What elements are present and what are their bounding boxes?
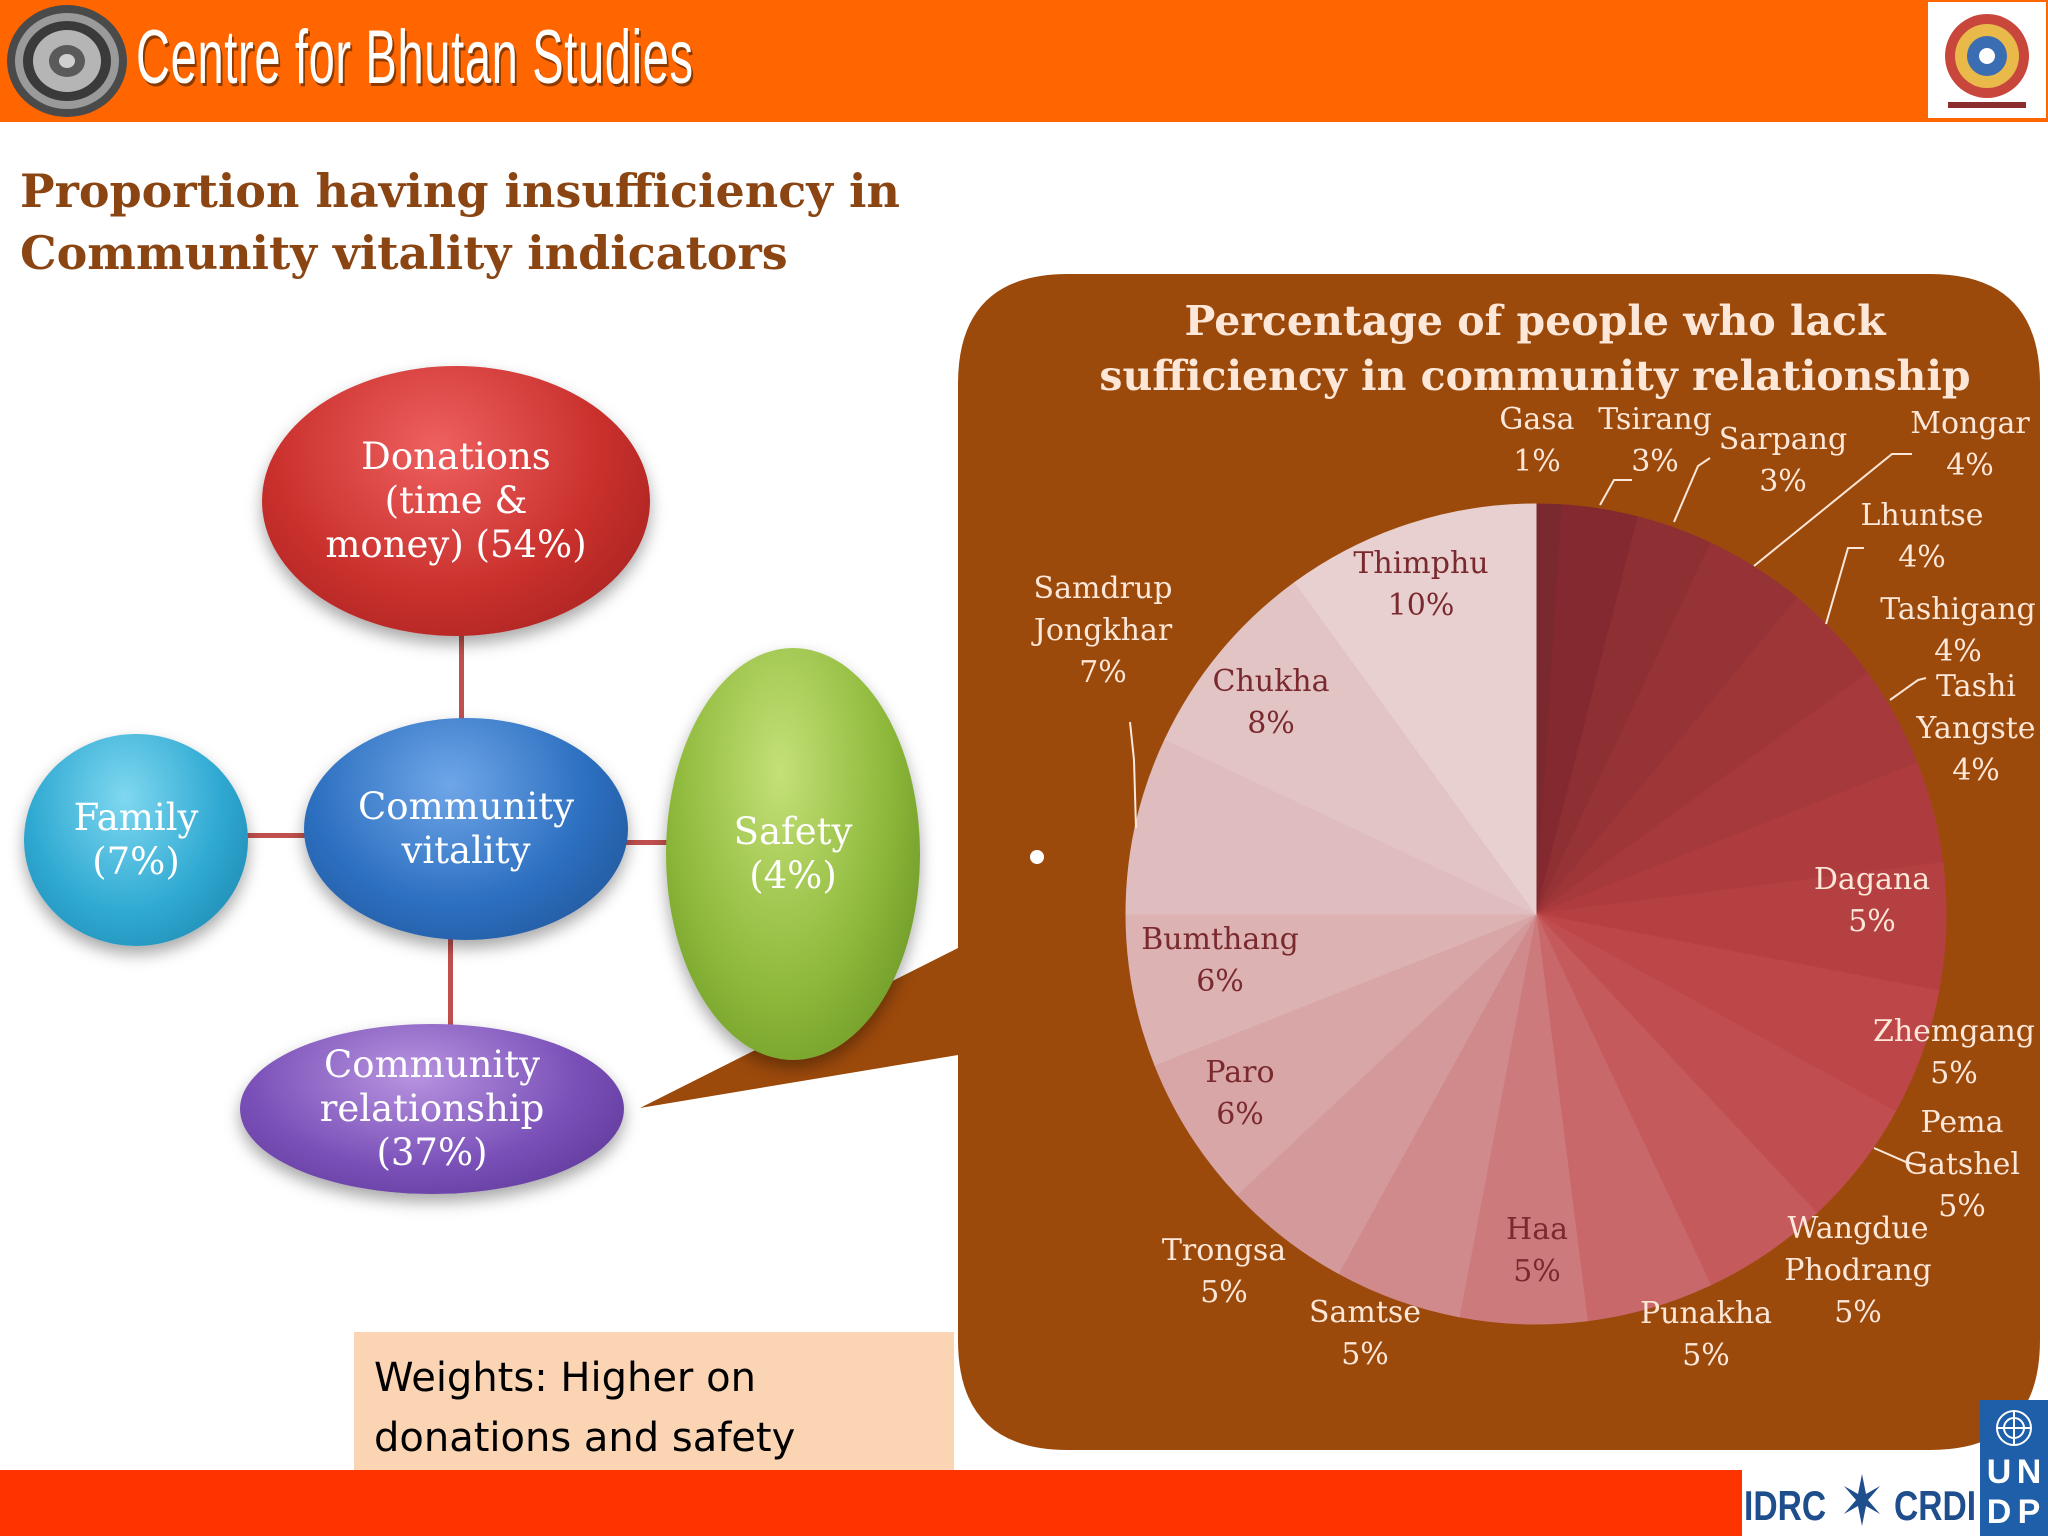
pie-slice-paro (1154, 913, 1537, 1196)
crdi-logo: CRDI (1894, 1482, 1977, 1529)
data-label-tsirang: Tsirang 3% (1598, 402, 1712, 479)
data-label-mongar: Mongar 4% (1910, 406, 2030, 483)
header-bar: Centre for Bhutan Studies (0, 0, 2048, 122)
undp-letter-p: P (2017, 1493, 2041, 1531)
data-label-haa: Haa 5% (1506, 1212, 1568, 1289)
data-label-trongsa: Trongsa 5% (1162, 1233, 1286, 1310)
leader-line-lhuntse (1825, 547, 1864, 625)
data-label-punakha: Punakha 5% (1640, 1296, 1772, 1373)
leader-line-tashigang (1889, 677, 1927, 701)
pie-slice-bumthang (1125, 913, 1537, 1066)
slide-title: Proportion having insufficiency in Commu… (20, 164, 900, 280)
undp-letter-d: D (1986, 1493, 2012, 1531)
chart-title: Percentage of people who lack sufficienc… (1099, 297, 1971, 400)
data-label-zhemgang: Zhemgang 5% (1873, 1014, 2035, 1091)
undp-letter-u: U (1986, 1453, 2012, 1491)
idrc-logo: IDRC (1744, 1482, 1827, 1529)
safety-bubble: Safety (4%) (666, 648, 920, 1060)
data-label-samdrup-jongkhar: Samdrup Jongkhar 7% (1031, 571, 1173, 690)
leader-line-pema-gatshel (1873, 1147, 1923, 1167)
org-name: Centre for Bhutan Studies (136, 15, 694, 100)
connector-relationship (448, 936, 453, 1028)
data-label-gasa: Gasa 1% (1499, 402, 1574, 479)
community-vitality-bubble: Community vitality (304, 718, 628, 940)
idrc-star-icon (1844, 1474, 1880, 1526)
undp-logo: U N D P (1980, 1400, 2048, 1536)
national-emblem-icon (1928, 2, 2046, 118)
leader-line-samdrup-jongkhar (1129, 721, 1137, 829)
data-label-chukha: Chukha 8% (1213, 664, 1330, 741)
connector-donations (459, 634, 464, 724)
data-label-samtse: Samtse 5% (1309, 1295, 1421, 1372)
data-label-bumthang: Bumthang 6% (1141, 922, 1299, 999)
connector-safety (624, 840, 670, 845)
weights-note: Weights: Higher on donations and safety (354, 1332, 954, 1474)
data-label-thimphu: Thimphu 10% (1353, 546, 1488, 623)
pie-slice-chukha (1164, 581, 1537, 915)
pie-slice-thimphu (1294, 503, 1537, 916)
un-globe-icon (1996, 1410, 2032, 1446)
data-label-wangdue-phodrang: Wangdue Phodrang 5% (1784, 1211, 1932, 1330)
footer-bar (0, 1470, 2048, 1536)
data-label-pema-gatshel: Pema Gatshel 5% (1904, 1105, 2020, 1224)
leader-line-sarpang (1673, 457, 1711, 523)
data-label-tashigang: Tashigang 4% (1880, 592, 2036, 669)
bullet-dot (1030, 850, 1044, 864)
data-label-paro: Paro 6% (1205, 1055, 1274, 1132)
connector-family (246, 833, 308, 838)
family-bubble: Family (7%) (24, 734, 248, 946)
community-relationship-bubble: Community relationship (37%) (240, 1024, 624, 1194)
leader-line-mongar (1753, 453, 1912, 567)
data-label-lhuntse: Lhuntse 4% (1860, 498, 1983, 575)
data-label-sarpang: Sarpang 3% (1719, 422, 1847, 499)
donations-bubble: Donations (time & money) (54%) (262, 366, 650, 636)
data-label-tashi-yangste: Tashi Yangste 4% (1915, 669, 2035, 788)
data-label-dagana: Dagana 5% (1814, 862, 1930, 939)
dharma-wheel-logo-icon (7, 5, 127, 117)
leader-line-tsirang (1599, 479, 1632, 506)
undp-letter-n: N (2016, 1453, 2042, 1491)
